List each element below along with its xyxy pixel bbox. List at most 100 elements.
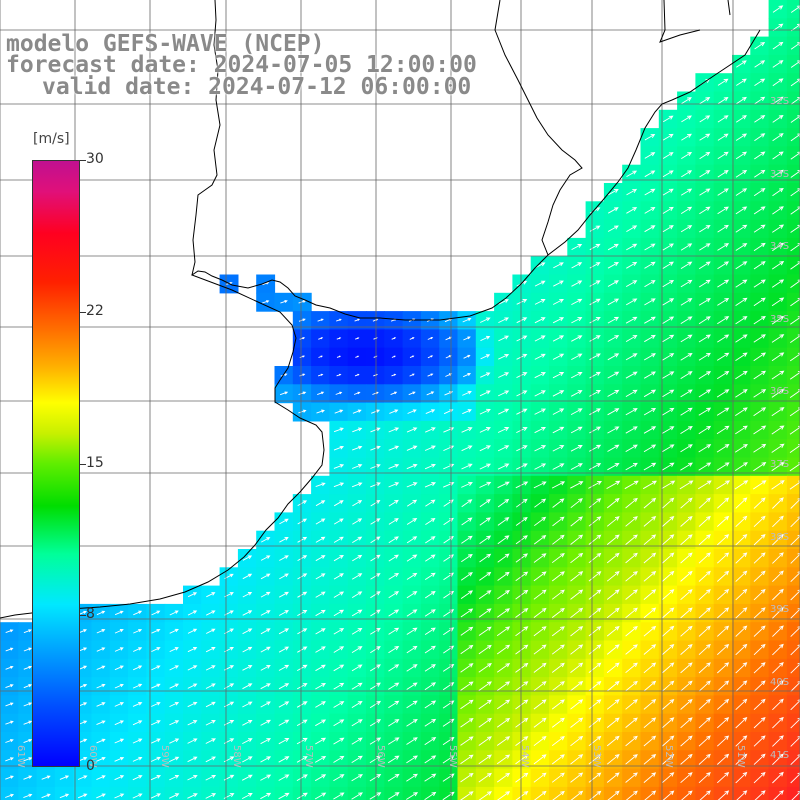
wind-arrow [478,663,492,673]
wind-arrow [772,169,784,178]
wind-arrow [406,427,418,433]
wind-arrow [625,444,638,452]
wind-arrow [698,534,711,546]
wind-arrow [515,571,529,582]
wind-arrow [369,773,382,782]
wind-arrow [735,534,748,546]
latitude-label: 38S [770,532,789,543]
wind-arrow [772,735,784,747]
wind-arrow [735,261,748,270]
wind-arrow [369,700,382,709]
wind-arrow [551,481,566,489]
wind-arrow [370,646,381,654]
wind-arrow [644,188,656,196]
wind-arrow [753,625,766,637]
wind-arrow [771,443,785,453]
wind-arrow [570,754,584,765]
wind-arrow [607,262,619,269]
wind-arrow [424,737,437,746]
wind-arrow [388,427,400,433]
longitude-label: 51W [735,745,746,768]
wind-arrow [333,445,345,451]
wind-arrow [387,737,400,745]
wind-arrow [205,647,216,653]
wind-arrow [279,555,289,561]
wind-arrow [460,626,474,636]
wind-arrow [205,738,217,744]
latitude-label: 40S [770,677,789,688]
wind-arrow [478,608,492,618]
wind-arrow [352,536,363,543]
wind-arrow [351,573,363,580]
wind-arrow [772,497,784,509]
wind-arrow [662,570,675,582]
wind-arrow [717,297,730,306]
wind-speed-cell [622,786,642,800]
wind-arrow [262,300,270,304]
wind-arrow [336,318,342,322]
wind-arrow [552,317,565,324]
valid-date: valid date: 2024-07-12 06:00:00 [42,74,472,100]
wind-arrow [735,680,748,692]
wind-arrow [333,482,345,488]
wind-arrow [716,370,730,380]
wind-arrow [391,355,396,358]
wind-arrow [588,699,602,710]
longitude-label: 56W [375,745,386,768]
wind-arrow [697,480,712,490]
wind-arrow [625,534,638,545]
wind-arrow [59,793,70,799]
wind-arrow [516,317,528,324]
wind-arrow [260,792,272,800]
wind-arrow [23,665,33,670]
wind-arrow [643,644,657,655]
wind-arrow [551,662,565,673]
wind-speed-cell [786,786,800,800]
wind-arrow [460,754,474,765]
wind-arrow [771,297,785,307]
wind-arrow [278,664,290,671]
wind-arrow [496,772,511,783]
wind-arrow [23,775,33,780]
wind-arrow [151,610,161,616]
wind-arrow [223,793,235,799]
wind-arrow [699,243,711,251]
wind-arrow [551,754,565,765]
wind-arrow [515,589,529,600]
wind-arrow [496,717,511,728]
wind-arrow [424,482,437,488]
wind-arrow [516,408,528,415]
wind-arrow [151,701,161,707]
wind-arrow [260,774,272,781]
wind-arrow [551,571,565,582]
wind-arrow [771,461,785,472]
wind-arrow [96,738,106,744]
wind-arrow [387,773,400,782]
wind-speed-cell [109,786,129,800]
wind-arrow [643,444,657,453]
wind-arrow [534,299,546,305]
wind-arrow [351,700,363,708]
wind-arrow [625,335,638,342]
wind-arrow [187,610,198,616]
wind-arrow [699,151,711,160]
wind-arrow [424,609,436,617]
wind-arrow [460,572,473,581]
wind-arrow [716,589,730,601]
wind-arrow [717,96,729,105]
wind-arrow [772,187,784,197]
wind-arrow [424,572,436,580]
wind-arrow [298,409,307,414]
wind-arrow [753,352,767,362]
wind-arrow [390,391,398,396]
wind-arrow [515,791,529,800]
wind-arrow [369,792,382,800]
wind-arrow [406,773,418,782]
wind-speed-cell [384,786,404,800]
country-border [191,0,731,276]
wind-arrow [299,355,306,359]
wind-arrow [680,243,693,251]
wind-arrows [5,5,800,800]
wind-arrow [515,498,528,508]
wind-arrow [606,699,620,710]
